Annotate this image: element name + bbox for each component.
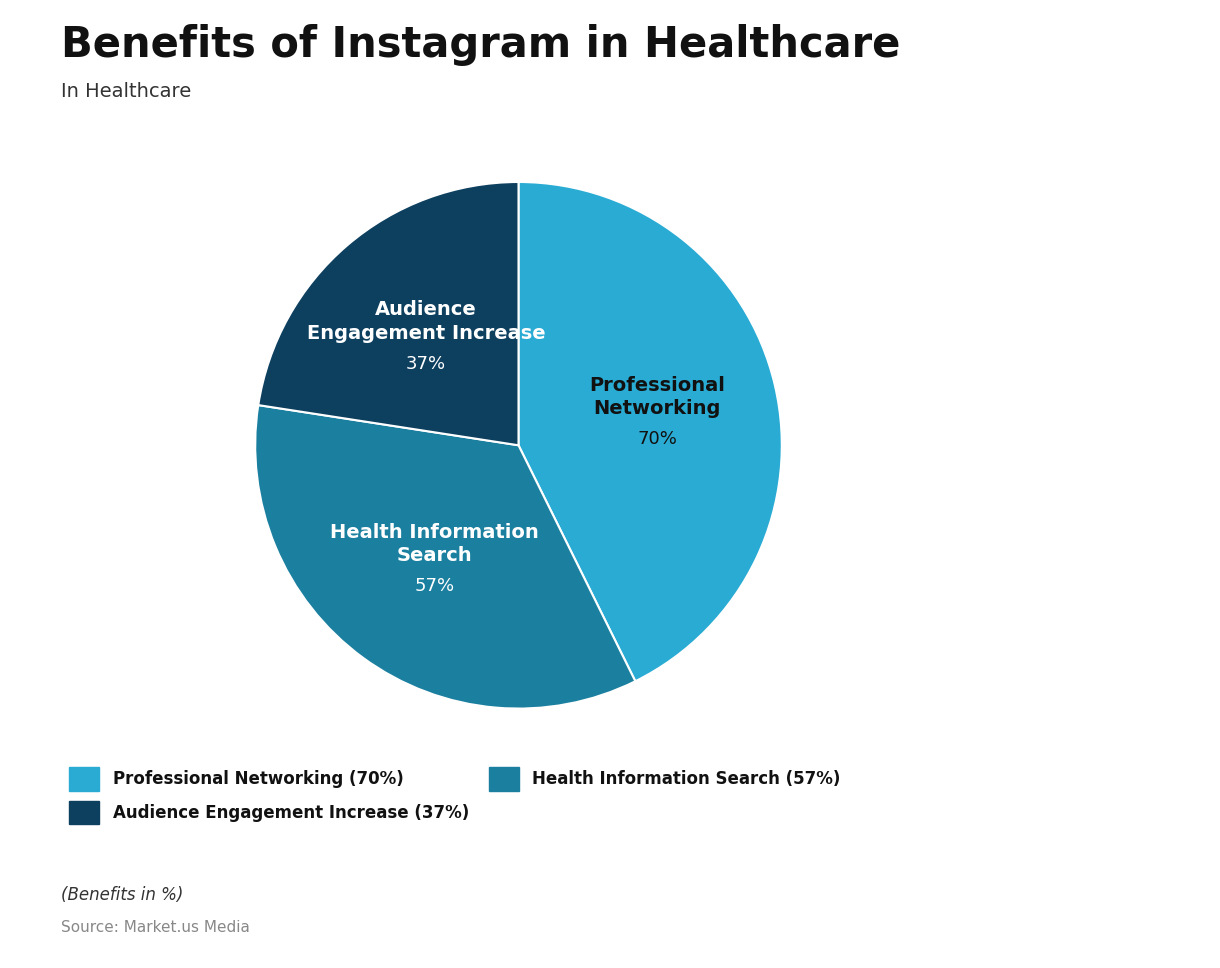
Text: Health Information
Search: Health Information Search: [331, 523, 539, 565]
Text: Source: Market.us Media: Source: Market.us Media: [61, 920, 250, 934]
Wedge shape: [259, 182, 518, 445]
Wedge shape: [518, 182, 782, 681]
Text: Professional
Networking: Professional Networking: [589, 376, 725, 418]
Text: Benefits of Instagram in Healthcare: Benefits of Instagram in Healthcare: [61, 24, 900, 66]
Text: Audience
Engagement Increase: Audience Engagement Increase: [306, 300, 545, 343]
Text: 37%: 37%: [406, 354, 447, 373]
Wedge shape: [255, 405, 636, 709]
Text: 57%: 57%: [415, 577, 455, 595]
Text: 70%: 70%: [637, 430, 677, 448]
Text: In Healthcare: In Healthcare: [61, 82, 192, 102]
Legend: Professional Networking (70%), Audience Engagement Increase (37%), Health Inform: Professional Networking (70%), Audience …: [70, 767, 841, 824]
Text: (Benefits in %): (Benefits in %): [61, 886, 183, 904]
